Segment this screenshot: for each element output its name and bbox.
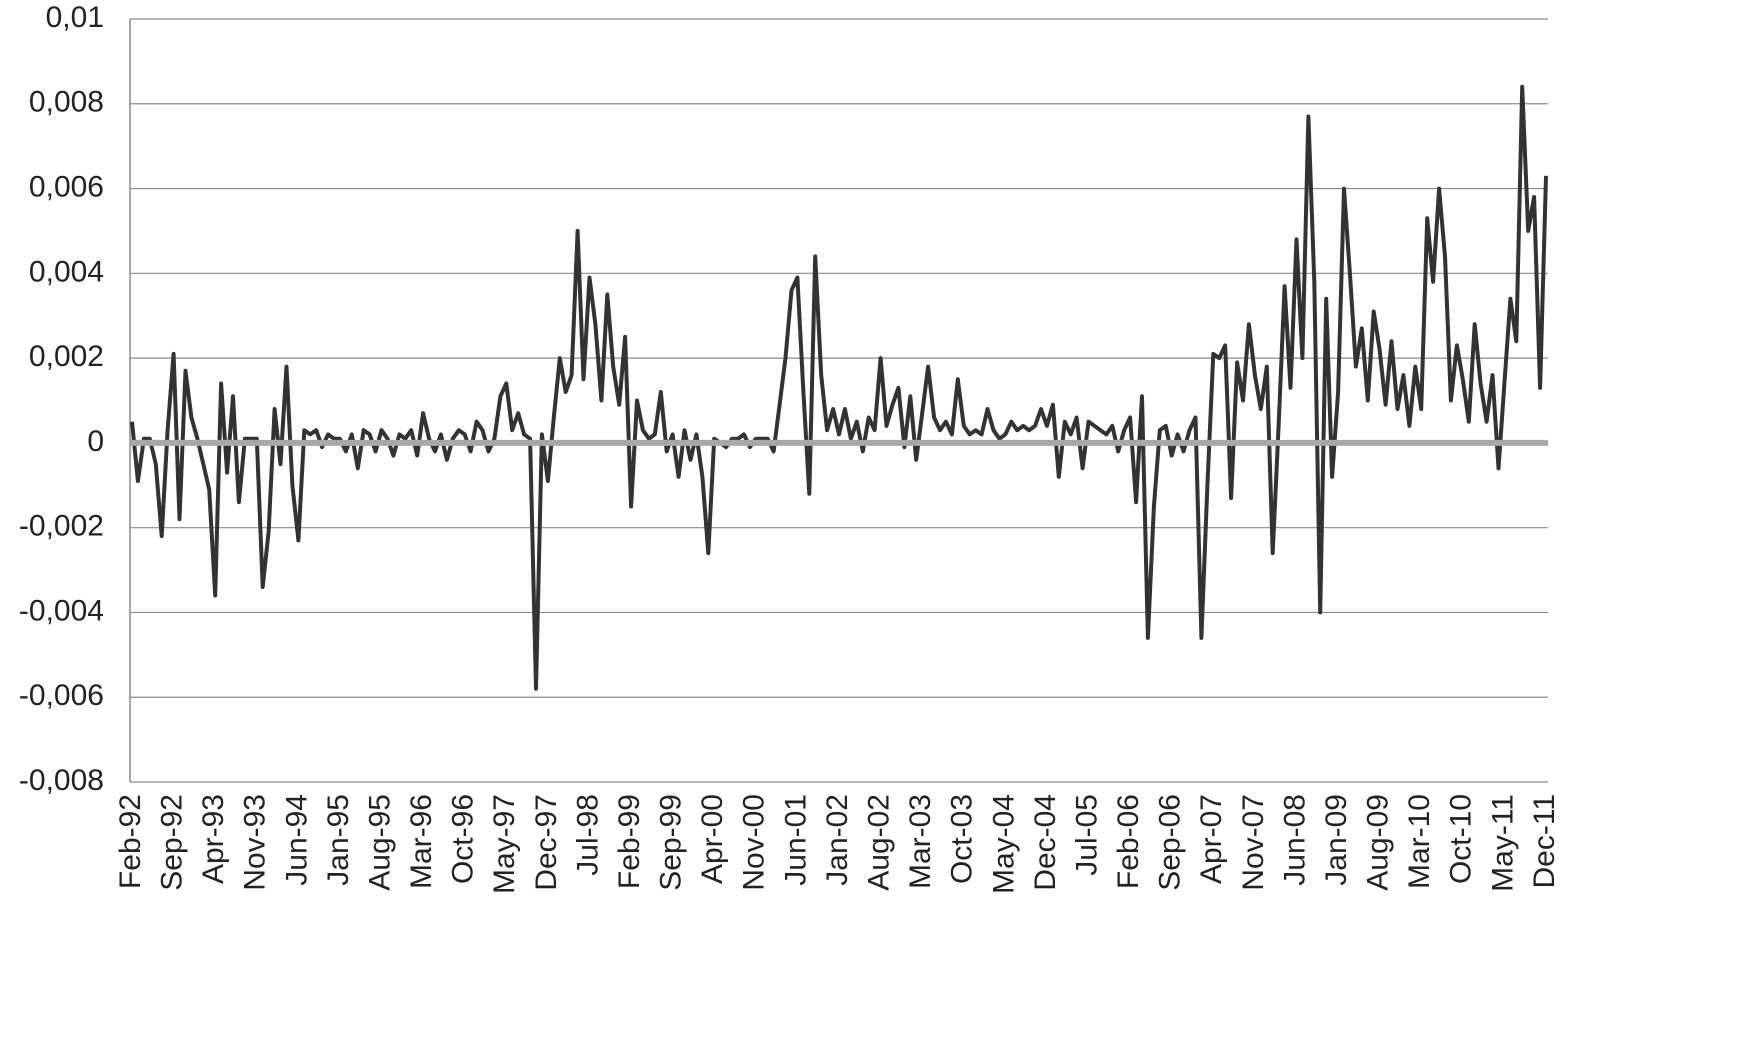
y-tick-label: -0,004 bbox=[19, 594, 104, 627]
x-tick-label: Oct-10 bbox=[1445, 794, 1478, 884]
x-tick-label: Mar-96 bbox=[405, 794, 438, 889]
y-tick-label: 0 bbox=[87, 425, 104, 458]
x-tick-label: Dec-04 bbox=[1029, 794, 1062, 891]
x-tick-label: Mar-10 bbox=[1403, 794, 1436, 889]
x-tick-label: Jan-95 bbox=[322, 794, 355, 886]
x-tick-label: May-11 bbox=[1486, 794, 1519, 892]
x-tick-label: Sep-06 bbox=[1154, 794, 1187, 891]
y-tick-label: -0,006 bbox=[19, 679, 104, 712]
x-tick-label: Oct-03 bbox=[946, 794, 979, 884]
x-tick-label: May-04 bbox=[987, 794, 1020, 894]
y-tick-label: 0,002 bbox=[29, 340, 104, 373]
x-tick-label: Jul-98 bbox=[571, 794, 604, 876]
x-tick-label: Dec-11 bbox=[1528, 794, 1561, 888]
x-tick-label: Aug-09 bbox=[1362, 794, 1395, 891]
y-tick-label: 0,008 bbox=[29, 86, 104, 119]
x-tick-label: Jun-08 bbox=[1278, 794, 1311, 886]
x-tick-label: Sep-92 bbox=[156, 794, 189, 891]
x-tick-label: Aug-02 bbox=[863, 794, 896, 891]
x-tick-label: Jan-09 bbox=[1320, 794, 1353, 886]
x-tick-label: Nov-93 bbox=[239, 794, 272, 891]
x-tick-label: Aug-95 bbox=[363, 794, 396, 891]
x-tick-label: Sep-99 bbox=[655, 794, 688, 891]
data-line bbox=[130, 84, 1548, 691]
x-tick-label: Jun-01 bbox=[779, 794, 812, 886]
x-tick-label: Nov-00 bbox=[738, 794, 771, 891]
y-tick-label: 0,01 bbox=[46, 1, 104, 34]
x-tick-label: Oct-96 bbox=[447, 794, 480, 884]
x-tick-label: Feb-99 bbox=[613, 794, 646, 889]
x-tick-label: Jun-94 bbox=[280, 794, 313, 886]
x-tick-label: Jan-02 bbox=[821, 794, 854, 886]
x-tick-label: Apr-07 bbox=[1195, 794, 1228, 884]
x-tick-label: May-97 bbox=[488, 794, 521, 894]
x-tick-label: Feb-92 bbox=[114, 794, 147, 889]
x-tick-label: Dec-97 bbox=[530, 794, 563, 891]
x-tick-label: Feb-06 bbox=[1112, 794, 1145, 889]
y-tick-label: 0,006 bbox=[29, 170, 104, 203]
y-tick-label: -0,008 bbox=[19, 764, 104, 797]
x-tick-label: Nov-07 bbox=[1237, 794, 1270, 891]
y-tick-label: 0,004 bbox=[29, 255, 104, 288]
x-tick-label: Apr-93 bbox=[197, 794, 230, 884]
x-tick-label: Mar-03 bbox=[904, 794, 937, 889]
y-tick-label: -0,002 bbox=[19, 510, 104, 543]
x-tick-label: Apr-00 bbox=[696, 794, 729, 884]
x-tick-label: Jul-05 bbox=[1070, 794, 1103, 876]
